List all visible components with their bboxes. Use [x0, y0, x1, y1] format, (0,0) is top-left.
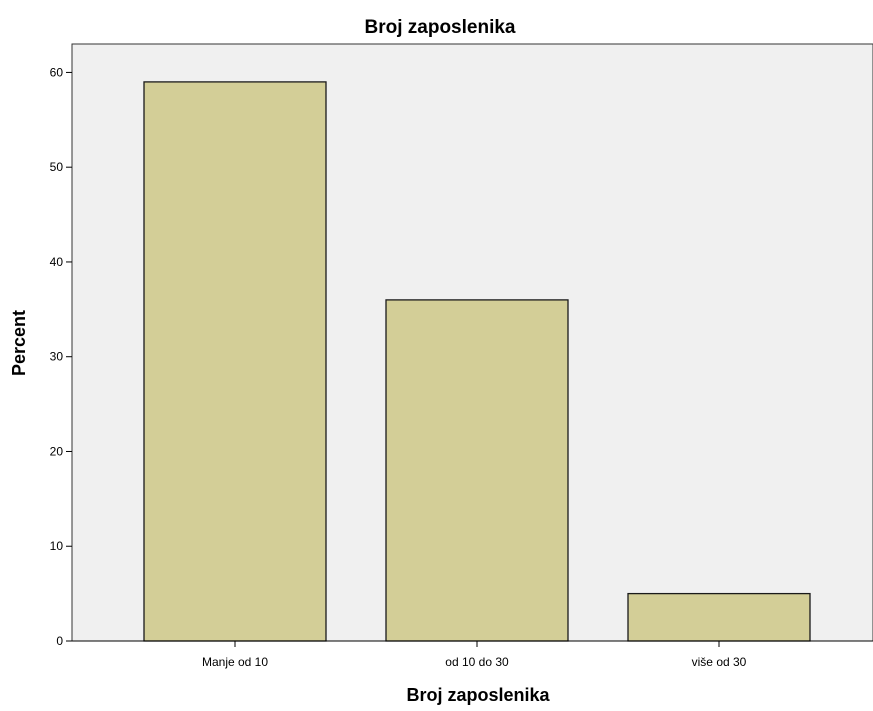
- chart-title: Broj zaposlenika: [365, 17, 516, 38]
- bar-1: [143, 81, 327, 642]
- x-tick-label: više od 30: [692, 655, 747, 669]
- x-tick-label: od 10 do 30: [445, 655, 509, 669]
- bar-3: [627, 592, 811, 642]
- y-tick-label: 20: [50, 444, 64, 458]
- bar-2: [385, 299, 569, 642]
- x-axis-title: Broj zaposlenika: [406, 685, 550, 705]
- y-tick-label: 50: [50, 160, 64, 174]
- y-tick-label: 60: [50, 65, 64, 79]
- y-tick-label: 30: [50, 350, 64, 364]
- y-tick-label: 40: [50, 255, 64, 269]
- x-tick-label: Manje od 10: [202, 655, 268, 669]
- y-tick-label: 0: [56, 634, 63, 648]
- y-axis-title: Percent: [9, 310, 29, 376]
- y-tick-label: 10: [50, 539, 64, 553]
